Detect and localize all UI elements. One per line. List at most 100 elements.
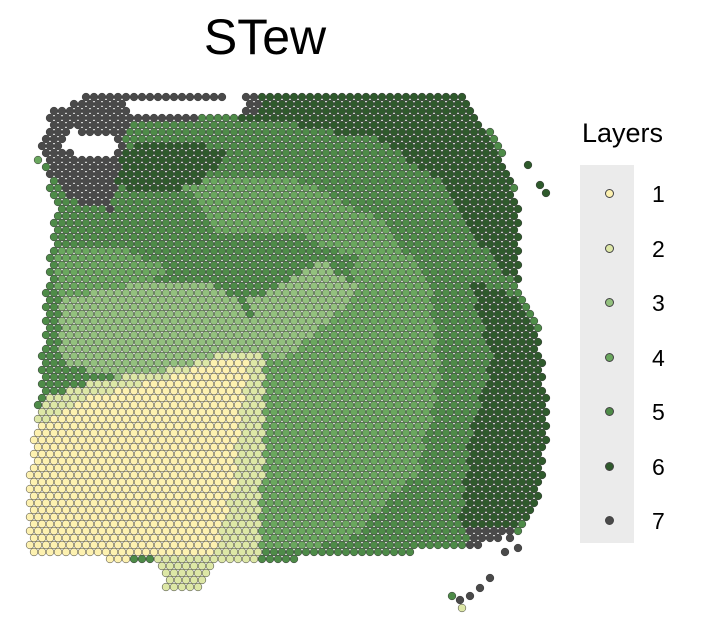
spot-layer-3 bbox=[129, 302, 139, 312]
spot-layer-4 bbox=[357, 393, 367, 403]
spot-layer-5 bbox=[41, 358, 51, 368]
spot-layer-3 bbox=[305, 330, 315, 340]
spot-layer-4 bbox=[265, 456, 275, 466]
spot-layer-5 bbox=[421, 519, 431, 529]
spot-layer-3 bbox=[105, 288, 115, 298]
spot-layer-5 bbox=[145, 218, 155, 228]
spot-layer-6 bbox=[513, 218, 523, 228]
spot-layer-5 bbox=[341, 253, 351, 263]
spot-layer-4 bbox=[345, 372, 355, 382]
spot-layer-4 bbox=[397, 323, 407, 333]
spot-layer-5 bbox=[261, 155, 271, 165]
spot-layer-3 bbox=[201, 330, 211, 340]
spot-layer-6 bbox=[477, 407, 487, 417]
spot-layer-7 bbox=[97, 162, 107, 172]
spot-layer-5 bbox=[261, 281, 271, 291]
spot-layer-5 bbox=[193, 134, 203, 144]
spot-layer-4 bbox=[393, 456, 403, 466]
spot-layer-5 bbox=[461, 267, 471, 277]
spot-layer-6 bbox=[173, 169, 183, 179]
spot-layer-6 bbox=[137, 176, 147, 186]
spot-layer-6 bbox=[489, 512, 499, 522]
spot-layer-4 bbox=[381, 379, 391, 389]
spot-layer-1 bbox=[117, 463, 127, 473]
spot-layer-4 bbox=[361, 484, 371, 494]
spot-layer-4 bbox=[217, 176, 227, 186]
spot-layer-4 bbox=[257, 218, 267, 228]
spot-layer-1 bbox=[209, 428, 219, 438]
spot-layer-1 bbox=[109, 519, 119, 529]
spot-layer-6 bbox=[457, 162, 467, 172]
spot-layer-2 bbox=[181, 365, 191, 375]
spot-layer-4 bbox=[429, 365, 439, 375]
spot-layer-1 bbox=[61, 491, 71, 501]
spot-layer-4 bbox=[349, 435, 359, 445]
spot-layer-5 bbox=[213, 127, 223, 137]
spot-layer-4 bbox=[333, 519, 343, 529]
spot-layer-5 bbox=[53, 337, 63, 347]
spot-layer-4 bbox=[345, 526, 355, 536]
spot-layer-1 bbox=[117, 519, 127, 529]
spot-layer-4 bbox=[373, 225, 383, 235]
spot-layer-4 bbox=[293, 365, 303, 375]
spot-layer-7 bbox=[85, 127, 95, 137]
spot-layer-5 bbox=[449, 344, 459, 354]
spot-layer-4 bbox=[209, 218, 219, 228]
spot-layer-4 bbox=[73, 246, 83, 256]
spot-layer-5 bbox=[425, 484, 435, 494]
spot-layer-4 bbox=[389, 253, 399, 263]
spot-layer-6 bbox=[425, 148, 435, 158]
spot-layer-6 bbox=[417, 162, 427, 172]
spot-layer-4 bbox=[277, 197, 287, 207]
spot-layer-4 bbox=[377, 330, 387, 340]
spot-layer-5 bbox=[437, 253, 447, 263]
spot-layer-4 bbox=[301, 197, 311, 207]
spot-layer-5 bbox=[253, 155, 263, 165]
spot-layer-5 bbox=[457, 428, 467, 438]
spot-layer-5 bbox=[157, 127, 167, 137]
spot-layer-4 bbox=[393, 442, 403, 452]
spot-layer-1 bbox=[137, 442, 147, 452]
spot-layer-1 bbox=[149, 547, 159, 557]
spot-layer-5 bbox=[433, 218, 443, 228]
spot-layer-5 bbox=[81, 218, 91, 228]
spot-layer-5 bbox=[413, 519, 423, 529]
spot-layer-4 bbox=[289, 526, 299, 536]
spot-layer-7 bbox=[49, 148, 59, 158]
spot-layer-5 bbox=[433, 414, 443, 424]
spot-layer-5 bbox=[449, 428, 459, 438]
spot-layer-5 bbox=[437, 365, 447, 375]
spot-layer-1 bbox=[217, 484, 227, 494]
spot-layer-6 bbox=[461, 197, 471, 207]
spot-layer-4 bbox=[417, 330, 427, 340]
spot-layer-5 bbox=[157, 211, 167, 221]
spot-layer-4 bbox=[409, 414, 419, 424]
spot-layer-4 bbox=[353, 260, 363, 270]
spot-layer-5 bbox=[321, 148, 331, 158]
spot-layer-2 bbox=[161, 554, 171, 564]
spot-layer-6 bbox=[445, 127, 455, 137]
spot-layer-1 bbox=[229, 393, 239, 403]
spot-layer-6 bbox=[165, 155, 175, 165]
spot-layer-5 bbox=[365, 155, 375, 165]
spot-layer-4 bbox=[413, 379, 423, 389]
spot-layer-6 bbox=[393, 92, 403, 102]
spot-layer-5 bbox=[457, 498, 467, 508]
spot-layer-2 bbox=[53, 407, 63, 417]
spot-layer-6 bbox=[309, 113, 319, 123]
spot-layer-7 bbox=[101, 169, 111, 179]
spot-layer-4 bbox=[337, 470, 347, 480]
spot-layer-4 bbox=[333, 449, 343, 459]
spot-layer-3 bbox=[61, 351, 71, 361]
spot-layer-3 bbox=[325, 309, 335, 319]
spot-layer-5 bbox=[389, 547, 399, 557]
spot-layer-6 bbox=[433, 106, 443, 116]
spot-layer-5 bbox=[445, 421, 455, 431]
spot-layer-2 bbox=[89, 386, 99, 396]
spot-layer-5 bbox=[45, 267, 55, 277]
spot-layer-6 bbox=[461, 477, 471, 487]
spot-layer-6 bbox=[449, 134, 459, 144]
spot-layer-5 bbox=[449, 330, 459, 340]
spot-layer-5 bbox=[257, 260, 267, 270]
spot-layer-7 bbox=[77, 155, 87, 165]
